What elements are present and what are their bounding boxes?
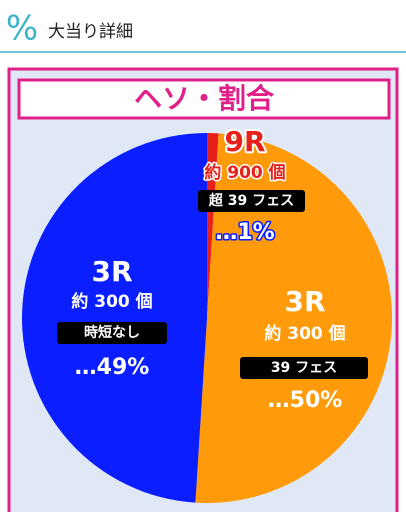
header-title: 大当り詳細	[48, 22, 133, 42]
slice-note: 超 39 フェス	[208, 192, 294, 209]
slice	[22, 133, 207, 503]
value-label: …49%	[75, 355, 150, 380]
slice	[195, 133, 392, 503]
pie	[22, 133, 392, 503]
value-label: …50%	[268, 388, 343, 413]
slice-count: 約 900 個	[204, 162, 285, 183]
slice-label: 3R	[284, 285, 325, 318]
note-box	[240, 357, 368, 379]
chart-title: ヘソ・割合	[134, 82, 275, 115]
slice	[207, 133, 219, 318]
header-icon: %	[6, 9, 38, 49]
title-box	[17, 78, 391, 120]
value-label: …1%	[215, 220, 274, 245]
slice-note: 39 フェス	[271, 360, 337, 376]
slice-count: 約 300 個	[71, 291, 152, 312]
slice-label: 3R	[91, 255, 132, 288]
slice-note: 時短なし	[84, 324, 140, 341]
slice-label: 9R	[224, 125, 265, 158]
note-box	[198, 190, 305, 212]
note-box	[57, 322, 167, 344]
labels: 9R 約 900 個超 39 フェス …1% 3R 約 300 個 39 フェス …50% 3…	[57, 123, 368, 415]
slice-count: 約 300 個	[264, 323, 345, 344]
